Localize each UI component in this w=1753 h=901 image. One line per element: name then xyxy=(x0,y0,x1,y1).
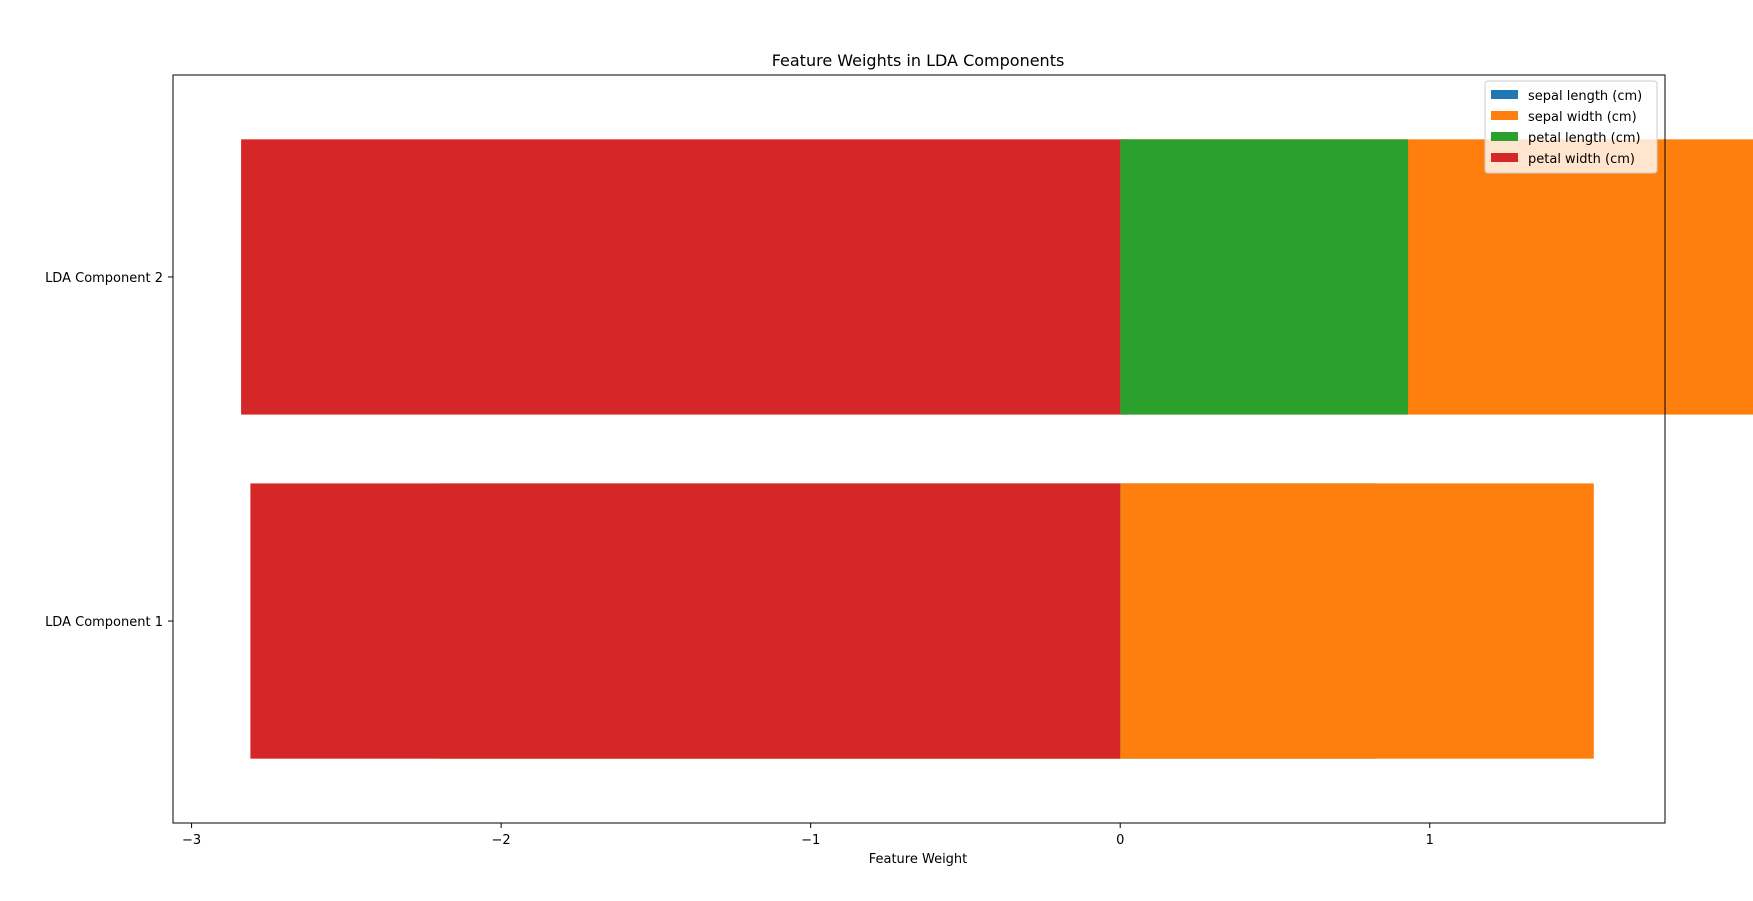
legend-swatch xyxy=(1491,153,1518,162)
y-tick-label: LDA Component 1 xyxy=(45,615,163,630)
chart-title: Feature Weights in LDA Components xyxy=(772,51,1065,70)
legend-frame xyxy=(1484,80,1658,174)
legend-label: petal length (cm) xyxy=(1528,131,1641,146)
x-tick-label: −1 xyxy=(801,833,820,848)
legend-label: petal width (cm) xyxy=(1528,152,1635,167)
bar-sepal-width-cm-component-1 xyxy=(1120,483,1594,759)
x-tick-label: 0 xyxy=(1116,833,1124,848)
bar-petal-width-cm-component-2 xyxy=(241,139,1121,415)
x-tick-label: −3 xyxy=(182,833,201,848)
legend-swatch xyxy=(1491,111,1518,120)
x-axis: −3 −2 −1 0 1 xyxy=(182,823,1434,848)
plot-frame xyxy=(172,74,1666,824)
bar-petal-length-cm-component-2 xyxy=(1120,139,1409,415)
x-tick-label: −2 xyxy=(492,833,511,848)
legend-label: sepal width (cm) xyxy=(1528,110,1637,125)
x-tick-label: 1 xyxy=(1426,833,1434,848)
bar-petal-width-cm-component-1 xyxy=(250,483,1121,759)
bars-layer xyxy=(241,139,1753,759)
legend-swatch xyxy=(1491,132,1518,141)
y-tick-label: LDA Component 2 xyxy=(45,271,163,286)
y-axis: LDA Component 1 LDA Component 2 xyxy=(45,271,173,630)
x-axis-label: Feature Weight xyxy=(869,852,968,867)
legend-swatch xyxy=(1491,90,1518,99)
legend-label: sepal length (cm) xyxy=(1528,89,1642,104)
legend: sepal length (cm) sepal width (cm) petal l… xyxy=(1484,80,1658,174)
